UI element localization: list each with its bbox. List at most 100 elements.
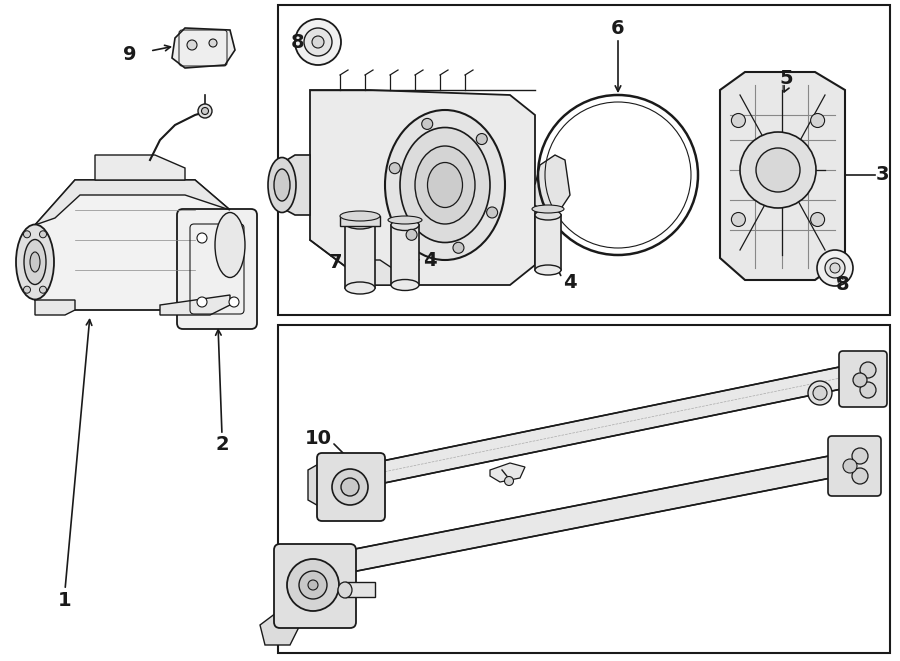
Polygon shape xyxy=(282,155,310,215)
Bar xyxy=(345,223,375,288)
Ellipse shape xyxy=(428,163,463,208)
Polygon shape xyxy=(720,72,845,280)
Text: 7: 7 xyxy=(328,253,342,272)
Polygon shape xyxy=(260,610,300,645)
Circle shape xyxy=(209,39,217,47)
Circle shape xyxy=(299,571,327,599)
Text: 10: 10 xyxy=(304,428,331,447)
FancyArrow shape xyxy=(303,454,842,581)
Circle shape xyxy=(308,580,318,590)
Circle shape xyxy=(732,114,745,128)
Polygon shape xyxy=(35,300,75,315)
Ellipse shape xyxy=(391,219,419,231)
Circle shape xyxy=(852,468,868,484)
Circle shape xyxy=(304,28,332,56)
Ellipse shape xyxy=(215,212,245,278)
Bar xyxy=(535,215,561,270)
Text: 8: 8 xyxy=(836,276,850,295)
Circle shape xyxy=(40,286,47,293)
Text: 3: 3 xyxy=(875,165,889,184)
Ellipse shape xyxy=(24,239,46,284)
Text: 6: 6 xyxy=(611,19,625,38)
Ellipse shape xyxy=(345,217,375,229)
Ellipse shape xyxy=(30,252,40,272)
Circle shape xyxy=(860,382,876,398)
Text: 4: 4 xyxy=(563,272,577,292)
Text: 2: 2 xyxy=(215,436,229,455)
Polygon shape xyxy=(35,180,230,310)
Ellipse shape xyxy=(532,205,564,213)
Polygon shape xyxy=(310,90,535,285)
FancyArrow shape xyxy=(318,364,857,496)
Ellipse shape xyxy=(345,282,375,294)
Bar xyxy=(340,216,380,226)
Circle shape xyxy=(197,233,207,243)
Bar xyxy=(391,225,419,285)
Circle shape xyxy=(453,243,464,253)
Circle shape xyxy=(756,148,800,192)
Circle shape xyxy=(197,297,207,307)
Circle shape xyxy=(287,559,339,611)
Circle shape xyxy=(187,40,197,50)
FancyBboxPatch shape xyxy=(839,351,887,407)
Circle shape xyxy=(390,163,400,174)
Ellipse shape xyxy=(385,110,505,260)
Circle shape xyxy=(295,19,341,65)
Polygon shape xyxy=(172,28,235,68)
Ellipse shape xyxy=(338,582,352,598)
FancyBboxPatch shape xyxy=(828,436,881,496)
Polygon shape xyxy=(535,155,570,215)
Text: 5: 5 xyxy=(779,69,793,87)
Ellipse shape xyxy=(391,280,419,290)
Bar xyxy=(278,325,890,653)
Circle shape xyxy=(406,229,417,241)
Circle shape xyxy=(202,108,209,114)
Circle shape xyxy=(813,386,827,400)
Ellipse shape xyxy=(268,157,296,212)
Polygon shape xyxy=(490,463,525,482)
Circle shape xyxy=(505,477,514,485)
Text: 1: 1 xyxy=(58,590,72,609)
Polygon shape xyxy=(35,180,230,225)
Circle shape xyxy=(860,362,876,378)
Ellipse shape xyxy=(400,128,490,243)
Ellipse shape xyxy=(340,211,380,221)
Circle shape xyxy=(422,118,433,130)
Polygon shape xyxy=(355,260,395,285)
Circle shape xyxy=(830,263,840,273)
Ellipse shape xyxy=(16,225,54,299)
Circle shape xyxy=(341,478,359,496)
Circle shape xyxy=(740,132,816,208)
Circle shape xyxy=(853,373,867,387)
Circle shape xyxy=(843,459,857,473)
Circle shape xyxy=(229,233,239,243)
Circle shape xyxy=(817,250,853,286)
Bar xyxy=(345,582,375,597)
Bar xyxy=(278,5,890,315)
Circle shape xyxy=(476,134,487,145)
Circle shape xyxy=(332,469,368,505)
Circle shape xyxy=(487,207,498,218)
Ellipse shape xyxy=(535,210,561,220)
Circle shape xyxy=(811,212,824,227)
Text: 8: 8 xyxy=(292,32,305,52)
Circle shape xyxy=(852,448,868,464)
Ellipse shape xyxy=(535,265,561,275)
Circle shape xyxy=(808,381,832,405)
Circle shape xyxy=(23,231,31,238)
Ellipse shape xyxy=(388,216,422,224)
Ellipse shape xyxy=(415,146,475,224)
Circle shape xyxy=(198,104,212,118)
Polygon shape xyxy=(160,295,230,315)
FancyBboxPatch shape xyxy=(274,544,356,628)
Circle shape xyxy=(811,114,824,128)
Circle shape xyxy=(23,286,31,293)
Circle shape xyxy=(40,231,47,238)
FancyBboxPatch shape xyxy=(317,453,385,521)
Polygon shape xyxy=(308,462,322,508)
Circle shape xyxy=(312,36,324,48)
Ellipse shape xyxy=(274,169,290,201)
FancyBboxPatch shape xyxy=(177,209,257,329)
Circle shape xyxy=(229,297,239,307)
Polygon shape xyxy=(95,155,185,180)
